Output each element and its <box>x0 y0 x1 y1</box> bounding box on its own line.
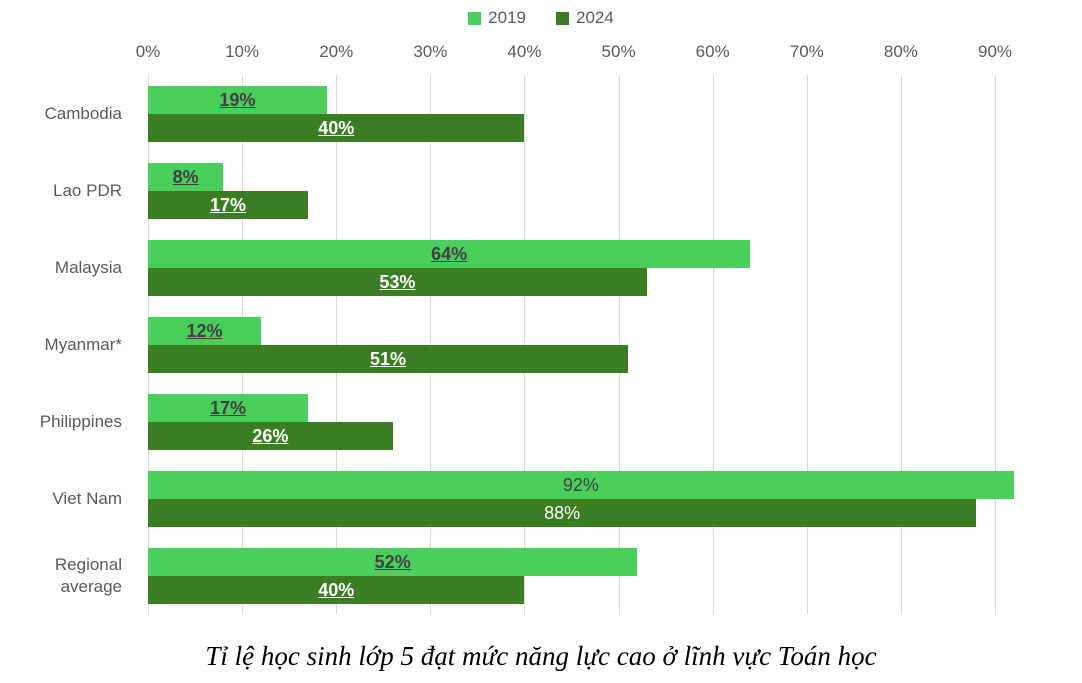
value-label-2024-malaysia: 53% <box>379 271 416 292</box>
x-axis-tick-60pct: 60% <box>695 42 730 61</box>
category-axis: Cambodia Lao PDR Malaysia Myanmar* Philippin… <box>0 75 132 614</box>
gridline-80pct <box>900 75 902 614</box>
chart-caption: Tỉ lệ học sinh lớp 5 đạt mức năng lực ca… <box>205 641 877 671</box>
bar-2019-regional-average: 52% <box>148 547 638 576</box>
value-label-2019-viet-nam: 92% <box>562 474 599 495</box>
value-label-2024-lao-pdr: 17% <box>209 194 246 215</box>
plot-area: 19% 40% 8% 17% 64% 53% 12% 51% 17% 26% 92% 88% 52% 40… <box>148 75 1040 614</box>
value-label-2024-cambodia: 40% <box>318 117 355 138</box>
bar-group-philippines: 17% 26% <box>148 383 1040 460</box>
legend-swatch-2019-icon <box>468 11 482 25</box>
category-label-cambodia: Cambodia <box>44 103 123 123</box>
value-label-2019-regional-average: 52% <box>374 551 411 572</box>
x-axis-tick-30pct: 30% <box>413 42 448 61</box>
bar-2019-philippines: 17% <box>148 393 308 422</box>
bar-2024-philippines: 26% <box>148 421 393 450</box>
category-label-malaysia: Malaysia <box>54 257 122 277</box>
bar-2024-viet-nam: 88% <box>148 498 977 527</box>
bar-2024-malaysia: 53% <box>148 267 647 296</box>
value-label-2024-philippines: 26% <box>252 425 289 446</box>
x-axis: 0% 10% 20% 30% 40% 50% 60% 70% 80% 90% <box>0 42 1082 66</box>
gridline-60pct <box>712 75 714 614</box>
legend-label-2024: 2024 <box>576 8 614 27</box>
category-label-philippines: Philippines <box>39 411 122 431</box>
legend-swatch-2024-icon <box>556 11 569 25</box>
bar-2019-myanmar: 12% <box>148 316 261 345</box>
bar-2024-regional-average: 40% <box>148 575 525 604</box>
value-label-2024-viet-nam: 88% <box>544 502 581 523</box>
bar-2019-malaysia: 64% <box>148 239 751 268</box>
x-axis-tick-50pct: 50% <box>601 42 636 61</box>
bar-group-malaysia: 64% 53% <box>148 229 1040 306</box>
value-label-2019-philippines: 17% <box>209 397 246 418</box>
x-axis-tick-20pct: 20% <box>319 42 354 61</box>
bar-group-myanmar: 12% 51% <box>148 306 1040 383</box>
legend-item-2024: 2024 <box>556 8 614 28</box>
bar-2024-lao-pdr: 17% <box>148 190 308 219</box>
value-label-2024-regional-average: 40% <box>318 579 355 600</box>
bar-group-lao-pdr: 8% 17% <box>148 152 1040 229</box>
value-label-2019-cambodia: 19% <box>219 89 256 110</box>
value-label-2019-lao-pdr: 8% <box>172 166 199 187</box>
bar-2019-lao-pdr: 8% <box>148 162 224 191</box>
x-axis-tick-70pct: 70% <box>789 42 824 61</box>
value-label-2024-myanmar: 51% <box>369 348 406 369</box>
bar-2019-viet-nam: 92% <box>148 470 1014 499</box>
x-axis-tick-10pct: 10% <box>225 42 260 61</box>
value-label-2019-malaysia: 64% <box>431 243 468 264</box>
bar-2024-myanmar: 51% <box>148 344 628 373</box>
bar-2019-cambodia: 19% <box>148 85 327 114</box>
legend: 2019 2024 <box>0 8 1082 28</box>
x-axis-tick-90pct: 90% <box>977 42 1013 61</box>
bar-group-regional-average: 52% 40% <box>148 537 1040 614</box>
category-label-regional-average: Regional average <box>54 554 122 596</box>
x-axis-tick-0pct: 0% <box>135 42 161 61</box>
bar-group-viet-nam: 92% 88% <box>148 460 1040 537</box>
bar-2024-cambodia: 40% <box>148 113 525 142</box>
value-label-2019-myanmar: 12% <box>186 320 223 341</box>
legend-item-2019: 2019 <box>468 8 526 28</box>
bar-group-cambodia: 19% 40% <box>148 75 1040 152</box>
category-label-viet-nam: Viet Nam <box>52 488 122 508</box>
gridline-90pct <box>995 75 996 614</box>
category-label-myanmar: Myanmar* <box>44 334 122 354</box>
x-axis-tick-40pct: 40% <box>507 42 542 61</box>
legend-label-2019: 2019 <box>488 8 526 27</box>
x-axis-tick-80pct: 80% <box>883 42 918 61</box>
gridline-70pct <box>806 75 808 614</box>
category-label-lao-pdr: Lao PDR <box>53 180 122 200</box>
